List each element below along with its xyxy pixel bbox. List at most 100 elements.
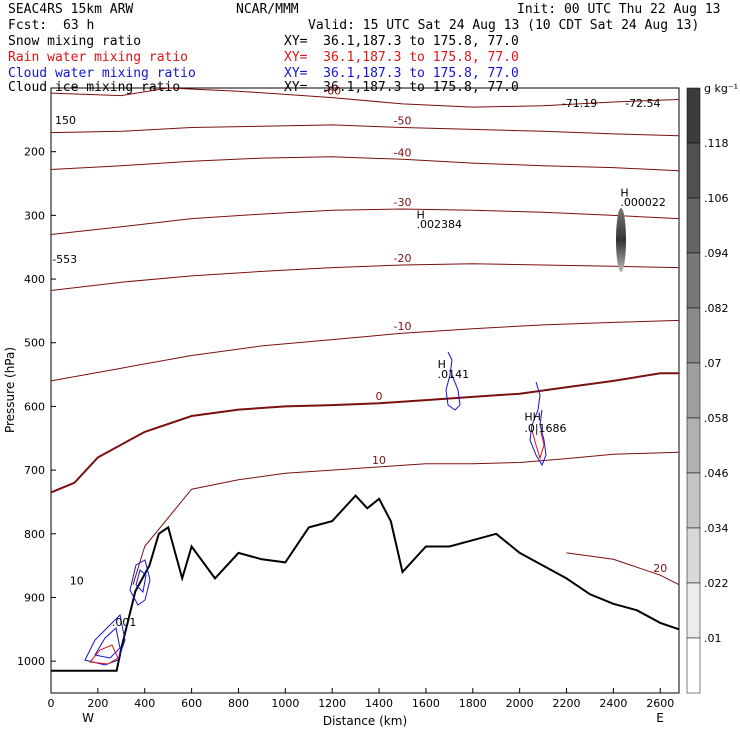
plot-frame (50, 87, 680, 694)
colorbar-bin (686, 417, 701, 474)
colorbar-label: .094 (704, 247, 729, 260)
x-tick-label: 0 (48, 697, 55, 710)
colorbar-label: .058 (704, 412, 729, 425)
contour-label: -60 (323, 85, 341, 98)
forecast-hours: 63 h (63, 18, 95, 33)
x-tick-label: 2000 (506, 697, 534, 710)
colorbar-label: .034 (704, 522, 729, 535)
x-tick-label: 2400 (599, 697, 627, 710)
colorbar-bin (686, 472, 701, 529)
y-tick-label: 1000 (17, 655, 45, 668)
contour-label: 0 (376, 390, 383, 403)
field-annotation: -72.54 (625, 97, 660, 110)
colorbar-label: .07 (704, 357, 722, 370)
y-tick-label: 600 (24, 400, 45, 413)
cloud-water-contour-east (529, 381, 547, 467)
colorbar-label: .118 (704, 137, 729, 150)
colorbar-unit: g kg⁻¹ (704, 82, 738, 95)
center-name: NCAR/MMM (236, 2, 299, 17)
y-tick-label: 500 (24, 337, 45, 350)
field-snow-name: Snow mixing ratio (8, 34, 142, 49)
temperature-contour-10 (132, 451, 680, 585)
cloud-water-cluster-west-4 (135, 569, 147, 594)
field-annotation: H (438, 358, 446, 371)
x-tick-label: 1800 (459, 697, 487, 710)
x-tick-label: 800 (228, 697, 249, 710)
temperature-contour-m40 (50, 156, 680, 172)
cloud-water-cluster-west-3 (129, 559, 151, 606)
x-tick-label: 1000 (271, 697, 299, 710)
model-title: SEAC4RS 15km ARW (8, 2, 134, 17)
colorbar-label: .022 (704, 577, 729, 590)
y-tick-label: 400 (24, 273, 45, 286)
y-tick-label: 300 (24, 209, 45, 222)
temperature-contour-20 (566, 552, 680, 586)
field-snow-xy: XY= 36.1,187.3 to 175.8, 77.0 (284, 34, 519, 49)
west-end-label: W (82, 711, 94, 725)
field-annotation: .001 (112, 616, 137, 629)
colorbar-bin (686, 307, 701, 364)
x-tick-label: 1200 (318, 697, 346, 710)
y-tick-label-top: 150 (55, 114, 76, 127)
field-cloud-water-name: Cloud water mixing ratio (8, 66, 196, 81)
contour-label: -20 (394, 252, 412, 265)
contour-label: 10 (372, 454, 386, 467)
colorbar-label: .082 (704, 302, 729, 315)
colorbar-label: .01 (704, 632, 722, 645)
field-annotation: 10 (70, 575, 84, 588)
field-annotation: -553 (52, 253, 77, 266)
cloud-ice-plume (616, 208, 626, 272)
y-tick-label: 900 (24, 591, 45, 604)
rain-water-cluster-west (89, 644, 119, 665)
y-tick-label: 700 (24, 464, 45, 477)
contour-label: -30 (394, 196, 412, 209)
field-rain-name: Rain water mixing ratio (8, 50, 189, 65)
x-tick-label: 2600 (646, 697, 674, 710)
temperature-contour-m50 (50, 124, 680, 137)
temperature-contour-0 (50, 372, 679, 494)
field-rain-xy: XY= 36.1,187.3 to 175.8, 77.0 (284, 50, 519, 65)
contour-label: -10 (394, 320, 412, 333)
field-annotation: H (620, 186, 628, 199)
colorbar-bin (686, 362, 701, 419)
field-annotation: .0|1686 (524, 422, 566, 435)
temperature-contour-m10 (50, 319, 680, 382)
x-tick-label: 1400 (365, 697, 393, 710)
colorbar-bin (686, 142, 701, 199)
colorbar-label: .046 (704, 467, 729, 480)
x-axis-label: Distance (km) (323, 714, 407, 728)
colorbar-bin (686, 637, 701, 694)
temperature-contour-m20 (50, 263, 680, 291)
contour-label: -50 (394, 114, 412, 127)
field-annotation: .000022 (620, 196, 666, 209)
cloud-water-cluster-west-2 (94, 627, 121, 659)
x-tick-label: 200 (87, 697, 108, 710)
colorbar-bin (686, 582, 701, 639)
cloud-water-contour-mid (445, 351, 461, 411)
x-tick-label: 1600 (412, 697, 440, 710)
x-tick-label: 400 (134, 697, 155, 710)
y-axis-label: Pressure (hPa) (3, 347, 17, 433)
y-tick-label: 800 (24, 528, 45, 541)
colorbar-bin (686, 527, 701, 584)
colorbar-bin (686, 197, 701, 254)
forecast-label: Fcst: (8, 18, 48, 33)
colorbar-label: .106 (704, 192, 729, 205)
contour-label: -40 (394, 146, 412, 159)
x-tick-label: 2200 (553, 697, 581, 710)
temperature-contour-m60 (50, 87, 680, 108)
field-annotation: -71.19 (562, 97, 597, 110)
colorbar-bin (686, 87, 701, 144)
init-time: Init: 00 UTC Thu 22 Aug 13 (517, 2, 721, 17)
field-cloud-water-xy: XY= 36.1,187.3 to 175.8, 77.0 (284, 66, 519, 81)
east-end-label: E (656, 711, 664, 725)
y-tick-label: 200 (24, 146, 45, 159)
rain-water-contour-east (531, 429, 545, 460)
field-annotation: .0141 (438, 368, 470, 381)
terrain-profile (51, 494, 680, 672)
x-tick-label: 600 (181, 697, 202, 710)
field-annotation: HH (524, 410, 541, 423)
field-annotation: .002384 (417, 218, 463, 231)
colorbar-bin (686, 252, 701, 309)
